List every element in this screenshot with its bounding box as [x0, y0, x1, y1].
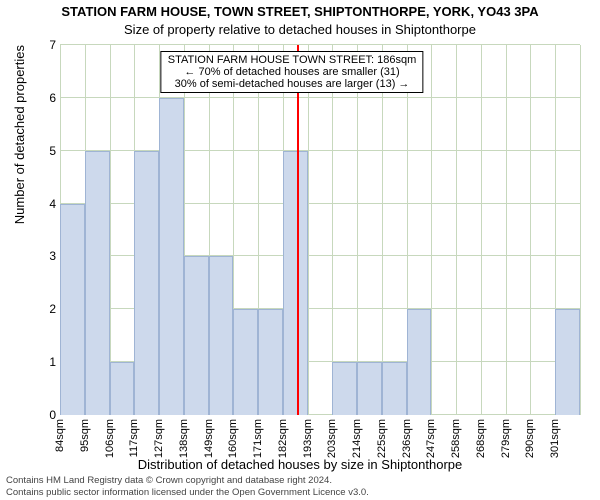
annotation-line-3: 30% of semi-detached houses are larger (…	[168, 78, 417, 90]
gridline-v	[110, 45, 111, 415]
x-tick: 95sqm	[79, 419, 91, 452]
histogram-bar	[159, 98, 184, 415]
gridline-v	[332, 45, 333, 415]
x-tick: 225sqm	[376, 419, 388, 458]
footer-line-2: Contains public sector information licen…	[6, 487, 369, 498]
gridline-h	[60, 44, 580, 45]
y-tick: 6	[38, 91, 56, 105]
annotation-line-1: STATION FARM HOUSE TOWN STREET: 186sqm	[168, 54, 417, 66]
histogram-bar	[233, 309, 258, 415]
x-tick: 160sqm	[227, 419, 239, 458]
histogram-bar	[60, 204, 85, 415]
gridline-v	[506, 45, 507, 415]
x-tick: 127sqm	[153, 419, 165, 458]
x-tick: 279sqm	[500, 419, 512, 458]
annotation-line-2: ← 70% of detached houses are smaller (31…	[168, 66, 417, 78]
histogram-bar	[258, 309, 283, 415]
gridline-v	[530, 45, 531, 415]
gridline-v	[357, 45, 358, 415]
x-tick: 290sqm	[524, 419, 536, 458]
y-tick: 2	[38, 302, 56, 316]
chart-title: STATION FARM HOUSE, TOWN STREET, SHIPTON…	[0, 4, 600, 19]
histogram-bar	[85, 151, 110, 415]
gridline-v	[481, 45, 482, 415]
property-marker-line	[297, 45, 299, 415]
gridline-h	[60, 97, 580, 98]
x-tick: 117sqm	[128, 419, 140, 457]
x-tick: 193sqm	[302, 419, 314, 458]
x-tick: 268sqm	[475, 419, 487, 458]
gridline-v	[456, 45, 457, 415]
footer-line-1: Contains HM Land Registry data © Crown c…	[6, 475, 369, 486]
histogram-bar	[134, 151, 159, 415]
gridline-v	[431, 45, 432, 415]
x-tick: 236sqm	[401, 419, 413, 458]
x-tick: 182sqm	[277, 419, 289, 458]
x-tick: 203sqm	[326, 419, 338, 458]
histogram-bar	[555, 309, 580, 415]
chart-subtitle: Size of property relative to detached ho…	[0, 22, 600, 37]
annotation-box: STATION FARM HOUSE TOWN STREET: 186sqm← …	[161, 51, 424, 93]
histogram-bar	[357, 362, 382, 415]
histogram-bar	[283, 151, 308, 415]
y-tick: 7	[38, 38, 56, 52]
y-tick: 1	[38, 355, 56, 369]
gridline-v	[382, 45, 383, 415]
y-tick: 4	[38, 197, 56, 211]
x-tick: 84sqm	[54, 419, 66, 452]
histogram-bar	[407, 309, 432, 415]
gridline-v	[580, 45, 581, 415]
histogram-bar	[332, 362, 357, 415]
y-tick: 3	[38, 249, 56, 263]
histogram-bar	[184, 256, 209, 415]
x-tick: 258sqm	[450, 419, 462, 458]
x-tick: 247sqm	[425, 419, 437, 458]
x-tick: 149sqm	[203, 419, 215, 458]
x-tick: 214sqm	[351, 419, 363, 458]
histogram-bar	[110, 362, 135, 415]
x-tick: 301sqm	[549, 419, 561, 458]
footer-attribution: Contains HM Land Registry data © Crown c…	[6, 475, 369, 498]
x-tick: 138sqm	[178, 419, 190, 458]
x-axis-label: Distribution of detached houses by size …	[0, 457, 600, 472]
y-tick: 5	[38, 144, 56, 158]
x-tick: 106sqm	[104, 419, 116, 458]
gridline-v	[308, 45, 309, 415]
x-tick: 171sqm	[252, 419, 264, 458]
histogram-bar	[209, 256, 234, 415]
histogram-bar	[382, 362, 407, 415]
chart-container: { "title": "STATION FARM HOUSE, TOWN STR…	[0, 0, 600, 500]
y-axis-label: Number of detached properties	[12, 0, 27, 230]
plot-area: 0123456784sqm95sqm106sqm117sqm127sqm138s…	[60, 45, 580, 415]
